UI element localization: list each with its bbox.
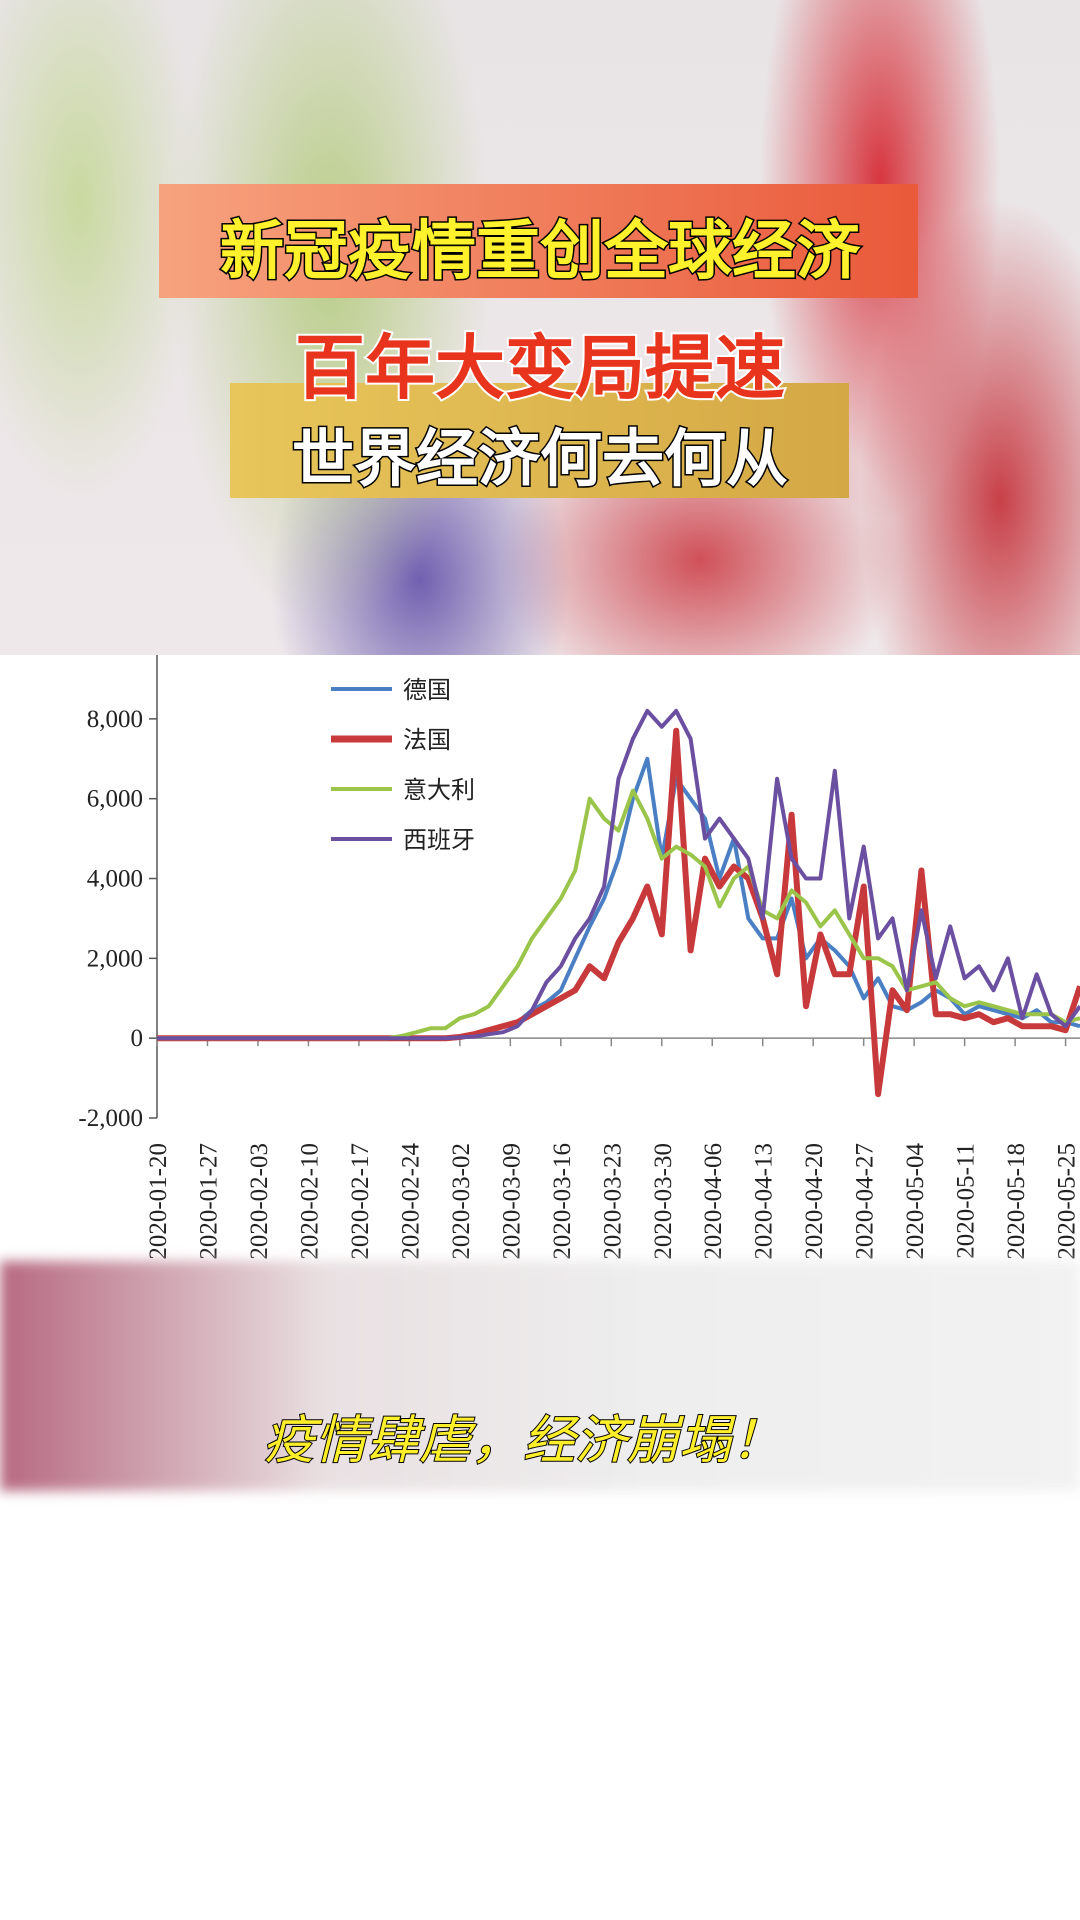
subtitle: 百年大变局提速	[293, 325, 787, 411]
y-tick-label: 2,000	[87, 945, 143, 972]
x-tick-label: 2020-01-27	[195, 1143, 222, 1260]
x-tick-label: 2020-02-03	[246, 1143, 273, 1260]
y-tick-label: 6,000	[87, 786, 143, 813]
y-tick-label: -2,000	[78, 1105, 143, 1132]
x-tick-label: 2020-05-18	[1003, 1143, 1030, 1260]
plot: -2,000 0 2,000 4,000 6,000 8,000 2020-01-20 202…	[78, 655, 1080, 1260]
series-line	[157, 708, 1080, 1041]
x-tick-label: 2020-03-02	[448, 1143, 475, 1260]
legend-label: 法国	[403, 726, 451, 754]
x-tick-label: 2020-03-09	[498, 1143, 525, 1260]
y-tick-label: 8,000	[87, 706, 143, 733]
legend-label: 西班牙	[403, 826, 475, 854]
y-tick-label: 0	[131, 1025, 144, 1052]
x-tick-label: 2020-04-27	[852, 1143, 879, 1260]
x-tick-label: 2020-04-13	[751, 1143, 778, 1260]
legend-label: 德国	[403, 676, 451, 704]
x-tick-label: 2020-02-17	[347, 1143, 374, 1260]
x-tick-label: 2020-04-20	[801, 1143, 828, 1260]
question-banner	[230, 383, 849, 498]
y-tick-label: 4,000	[87, 866, 143, 893]
title: 新冠疫情重创全球经济	[219, 214, 862, 291]
caption-band	[0, 1261, 1080, 1491]
question: 世界经济何去何从	[290, 421, 789, 497]
background	[0, 0, 1080, 655]
x-tick-label: 2020-05-04	[902, 1143, 929, 1260]
x-tick-label: 2020-03-30	[650, 1143, 677, 1260]
x-tick-label: 2020-03-23	[599, 1143, 626, 1260]
chart: -2,000 0 2,000 4,000 6,000 8,000 2020-01-20 202…	[0, 655, 1080, 1261]
x-tick-label: 2020-02-24	[397, 1143, 424, 1260]
x-tick-label: 2020-05-25	[1054, 1143, 1080, 1260]
x-tick-label: 2020-01-20	[145, 1143, 172, 1260]
x-tick-label: 2020-05-11	[953, 1143, 980, 1259]
x-tick-label: 2020-02-10	[296, 1143, 323, 1260]
x-tick-label: 2020-04-06	[700, 1143, 727, 1260]
x-tick-label: 2020-03-16	[549, 1143, 576, 1260]
title-banner	[159, 184, 918, 298]
caption: 疫情肆虐，经济崩塌！	[262, 1410, 784, 1472]
legend-label: 意大利	[403, 776, 475, 804]
